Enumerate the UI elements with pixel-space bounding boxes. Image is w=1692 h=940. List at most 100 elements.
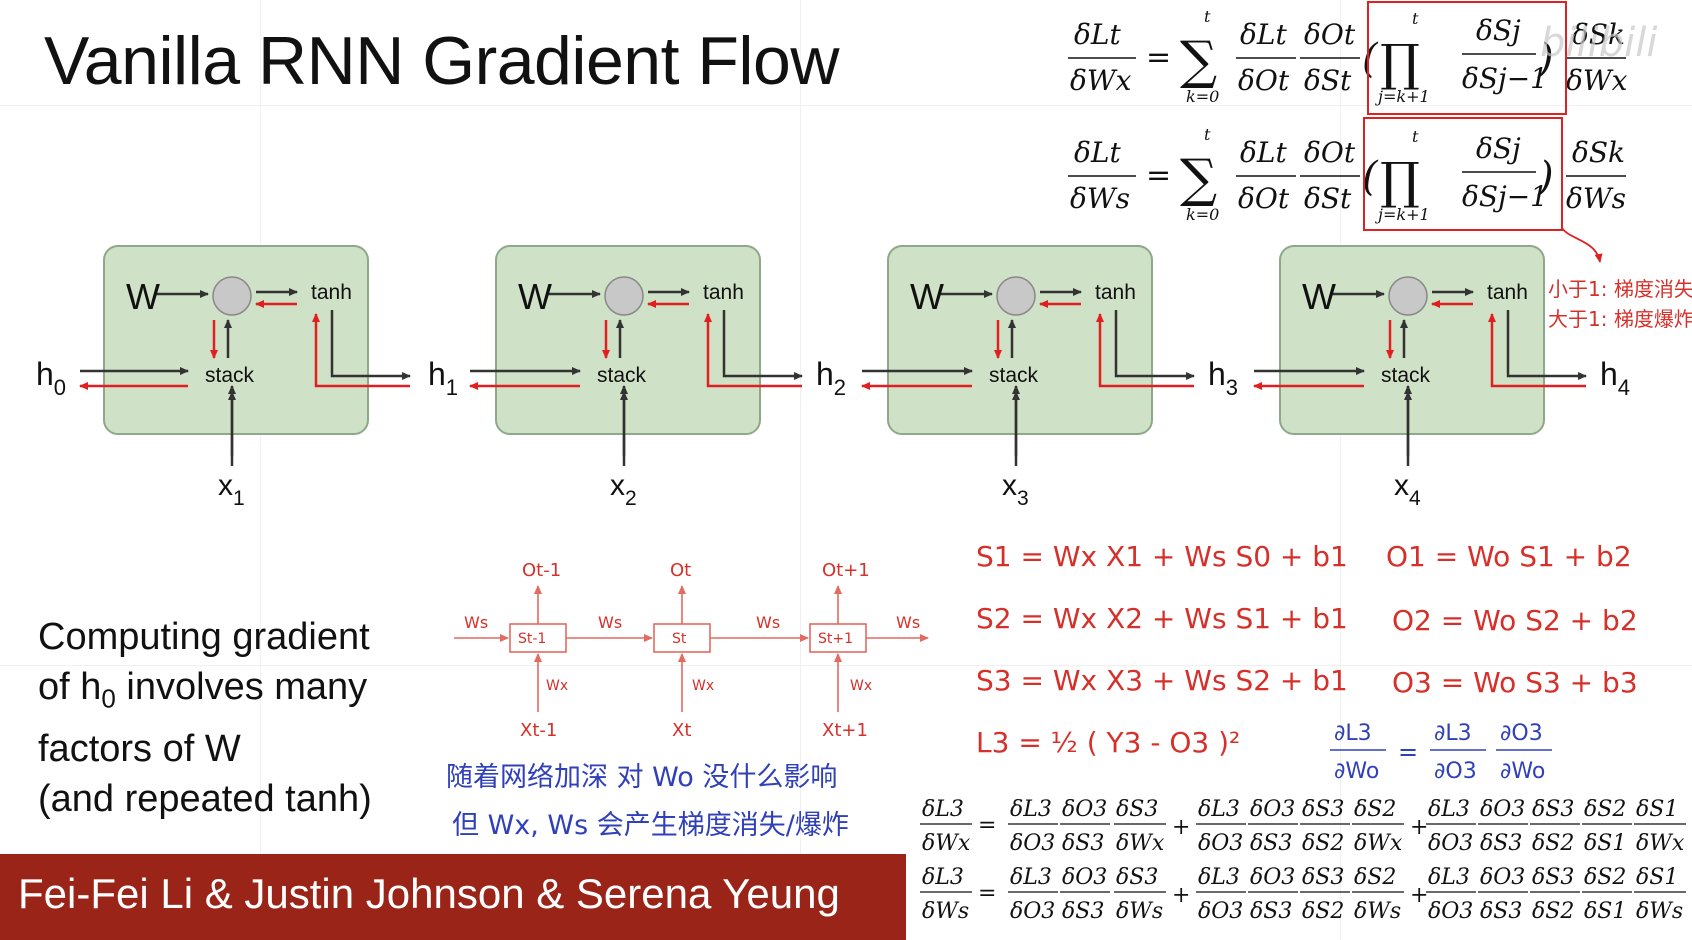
side-notes: 小于1: 梯度消失 大于1: 梯度爆炸 (1548, 227, 1692, 331)
svg-text:δL3: δL3 (1198, 797, 1240, 822)
svg-text:δWx: δWx (1354, 831, 1403, 856)
svg-text:δWx: δWx (1070, 64, 1132, 97)
svg-text:δS2: δS2 (1302, 831, 1344, 856)
svg-text:∂Wo: ∂Wo (1500, 759, 1545, 784)
svg-text:δO3: δO3 (1198, 831, 1243, 856)
svg-text:δOt: δOt (1304, 18, 1356, 51)
svg-text:(: ( (1362, 36, 1379, 82)
svg-text:δS3: δS3 (1480, 831, 1522, 856)
svg-text:Ot+1: Ot+1 (822, 560, 870, 581)
svg-text:t: t (1412, 9, 1419, 28)
svg-text:Xt-1: Xt-1 (520, 720, 557, 741)
svg-text:δS3: δS3 (1302, 865, 1344, 890)
h4-label: h4 (1600, 356, 1630, 400)
blue-notes: 随着网络加深 对 Wo 没什么影响 但 Wx, Ws 会产生梯度消失/爆炸 (446, 762, 849, 841)
svg-text:δSj−1: δSj−1 (1462, 62, 1548, 95)
w-label: W (910, 276, 944, 317)
svg-text:Ot: Ot (670, 560, 691, 581)
svg-text:δWx: δWx (1566, 64, 1628, 97)
svg-text:L3 = ½ ( Y3 - O3 )²: L3 = ½ ( Y3 - O3 )² (976, 726, 1240, 759)
caption-line-1: Computing gradient (38, 616, 370, 658)
svg-text:δO3: δO3 (1480, 797, 1525, 822)
svg-text:∏: ∏ (1380, 152, 1420, 210)
svg-text:Wx: Wx (692, 678, 714, 694)
svg-text:δS2: δS2 (1302, 899, 1344, 924)
svg-text:δLt: δLt (1074, 136, 1121, 169)
svg-text:O2 = Wo S2 + b2: O2 = Wo S2 + b2 (1392, 604, 1638, 637)
rnn-cell-3: W tanh stack (888, 246, 1194, 456)
svg-text:δS1: δS1 (1636, 797, 1678, 822)
page-title: Vanilla RNN Gradient Flow (44, 23, 839, 99)
x4-label: x4 (1394, 469, 1421, 510)
svg-text:δS2: δS2 (1532, 831, 1574, 856)
svg-text:δO3: δO3 (1198, 899, 1243, 924)
w-label: W (518, 276, 552, 317)
svg-text:δO3: δO3 (1062, 797, 1107, 822)
h1-label: h1 (428, 356, 458, 400)
svg-text:δSt: δSt (1304, 182, 1352, 215)
svg-text:δSj: δSj (1476, 132, 1521, 165)
svg-text:Wx: Wx (546, 678, 568, 694)
footer-bar: Fei-Fei Li & Justin Johnson & Serena Yeu… (0, 854, 906, 940)
svg-text:δO3: δO3 (1428, 831, 1473, 856)
red-equations: S1 = Wx X1 + Ws S0 + b1 S2 = Wx X2 + Ws … (976, 540, 1638, 759)
svg-text:+: + (1172, 815, 1190, 840)
svg-text:∂Wo: ∂Wo (1334, 759, 1379, 784)
svg-text:): ) (1537, 154, 1554, 200)
svg-text:Xt+1: Xt+1 (822, 720, 868, 741)
svg-text:t: t (1204, 7, 1211, 26)
svg-text:δWs: δWs (1116, 899, 1163, 924)
svg-text:δL3: δL3 (1010, 865, 1052, 890)
svg-text:j=k+1: j=k+1 (1375, 87, 1430, 106)
svg-text:O1 = Wo S1 + b2: O1 = Wo S1 + b2 (1386, 540, 1632, 573)
stack-label: stack (205, 364, 255, 387)
svg-text:∑: ∑ (1180, 149, 1217, 209)
caption-text: Computing gradient of h0 involves many f… (38, 612, 372, 824)
svg-text:δO3: δO3 (1010, 899, 1055, 924)
svg-text:∂L3: ∂L3 (1434, 721, 1472, 746)
svg-text:δOt: δOt (1238, 182, 1290, 215)
footer-credits: Fei-Fei Li & Justin Johnson & Serena Yeu… (18, 870, 840, 917)
svg-text:δWx: δWx (1636, 831, 1685, 856)
svg-text:∂L3: ∂L3 (1334, 721, 1372, 746)
svg-text:): ) (1537, 36, 1554, 82)
svg-text:St-1: St-1 (518, 631, 546, 647)
svg-text:δL3: δL3 (1428, 797, 1470, 822)
svg-text:δS3: δS3 (1250, 831, 1292, 856)
svg-text:随着网络加深 对 Wo 没什么影响: 随着网络加深 对 Wo 没什么影响 (446, 762, 837, 793)
x-inputs: x1 x2 x3 x4 (218, 391, 1421, 510)
svg-text:δSk: δSk (1572, 136, 1625, 169)
svg-text:δS3: δS3 (1116, 865, 1158, 890)
tanh-label: tanh (703, 281, 744, 304)
svg-text:∂O3: ∂O3 (1500, 721, 1543, 746)
svg-text:k=0: k=0 (1186, 205, 1219, 224)
svg-text:δS3: δS3 (1302, 797, 1344, 822)
svg-text:δWx: δWx (922, 831, 971, 856)
svg-text:=: = (978, 881, 996, 906)
rnn-cell-4: W tanh stack (1280, 246, 1586, 456)
svg-text:δL3: δL3 (922, 797, 964, 822)
svg-text:δO3: δO3 (1010, 831, 1055, 856)
rnn-cell-1: W tanh stack (104, 246, 410, 456)
svg-text:+: + (1410, 815, 1428, 840)
svg-text:S2 = Wx X2 + Ws S1 + b1: S2 = Wx X2 + Ws S1 + b1 (976, 602, 1348, 635)
svg-text:δS2: δS2 (1584, 865, 1626, 890)
svg-text:δS3: δS3 (1250, 899, 1292, 924)
w-label: W (1302, 276, 1336, 317)
tanh-label: tanh (1095, 281, 1136, 304)
caption-line-2: of h0 involves many (38, 666, 368, 714)
svg-text:(: ( (1362, 154, 1379, 200)
h3-label: h3 (1208, 356, 1238, 400)
svg-text:=: = (978, 813, 996, 838)
x1-label: x1 (218, 469, 245, 510)
svg-text:j=k+1: j=k+1 (1375, 205, 1430, 224)
tanh-label: tanh (311, 281, 352, 304)
svg-text:δWs: δWs (1636, 899, 1683, 924)
x3-label: x3 (1002, 469, 1029, 510)
rnn-cell-2: W tanh stack (496, 246, 802, 456)
svg-text:δLt: δLt (1240, 136, 1287, 169)
svg-text:Ot-1: Ot-1 (522, 560, 561, 581)
